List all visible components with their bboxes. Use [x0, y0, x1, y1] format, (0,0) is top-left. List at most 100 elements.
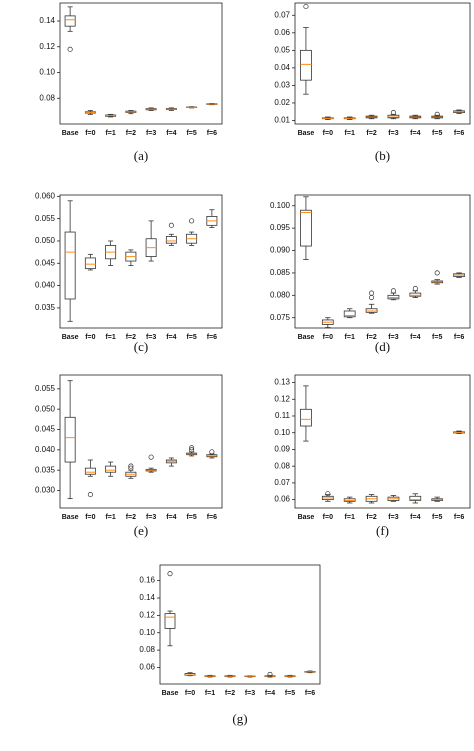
outlier [128, 463, 134, 469]
x-tick-label: f=3 [146, 130, 156, 137]
y-tick-label: 0.08 [274, 461, 290, 470]
y-tick-label: 0.06 [274, 28, 290, 37]
y-tick-label: 0.01 [274, 116, 290, 125]
x-tick-label: f=3 [388, 130, 398, 137]
box [300, 49, 312, 81]
x-tick-label: f=6 [454, 130, 464, 137]
x-tick-label: f=3 [245, 690, 255, 697]
y-tick-label: 0.040 [35, 445, 56, 454]
x-tick-label: f=1 [105, 514, 115, 521]
box [64, 15, 76, 27]
outlier [87, 492, 93, 498]
box [300, 209, 312, 247]
x-tick-label: f=4 [166, 130, 176, 137]
box [300, 408, 312, 427]
box [64, 416, 76, 463]
outlier [168, 222, 174, 228]
y-tick-label: 0.12 [39, 42, 55, 51]
y-tick-label: 0.050 [35, 404, 56, 413]
x-tick-label: f=3 [388, 334, 398, 341]
outlier [148, 454, 154, 460]
plot-frame [294, 2, 471, 125]
outlier [67, 46, 73, 52]
caption: (c) [134, 339, 148, 354]
x-tick-label: f=5 [432, 334, 442, 341]
y-tick-label: 0.06 [139, 663, 155, 672]
box [164, 613, 176, 629]
box [409, 292, 422, 297]
box [409, 495, 422, 501]
x-tick-label: f=0 [185, 690, 195, 697]
x-tick-label: f=4 [166, 514, 176, 521]
x-tick-label: f=4 [166, 334, 176, 341]
outlier [167, 571, 173, 577]
x-tick-label: f=6 [305, 690, 315, 697]
x-tick-label: f=0 [85, 514, 95, 521]
outlier [209, 449, 215, 455]
outlier [189, 447, 195, 453]
caption: (d) [375, 339, 390, 354]
y-tick-label: 0.08 [39, 93, 55, 102]
x-tick-label: f=1 [205, 690, 215, 697]
x-tick-label: f=1 [345, 130, 355, 137]
outlier [369, 290, 375, 296]
x-tick-label: f=5 [186, 130, 196, 137]
y-tick-label: 0.10 [139, 628, 155, 637]
x-tick-label: Base [298, 334, 315, 341]
box [84, 257, 96, 270]
y-tick-label: 0.075 [270, 313, 291, 322]
y-tick-label: 0.09 [274, 445, 290, 454]
box [165, 236, 177, 244]
x-tick-label: f=2 [225, 690, 235, 697]
x-tick-label: f=5 [285, 690, 295, 697]
y-tick-label: 0.06 [274, 495, 290, 504]
x-tick-label: f=5 [186, 514, 196, 521]
x-tick-label: Base [298, 514, 315, 521]
y-tick-label: 0.085 [270, 268, 291, 277]
y-tick-label: 0.10 [39, 68, 55, 77]
outlier [390, 110, 396, 116]
plot-frame [294, 374, 471, 509]
x-tick-label: f=6 [207, 130, 217, 137]
box [105, 465, 117, 473]
x-tick-label: f=6 [207, 514, 217, 521]
outlier [412, 286, 418, 292]
x-tick-label: f=1 [345, 514, 355, 521]
plot-frame [59, 194, 223, 329]
x-tick-label: Base [162, 690, 179, 697]
outlier [390, 288, 396, 294]
y-tick-label: 0.16 [139, 576, 155, 585]
y-tick-label: 0.12 [139, 610, 155, 619]
y-tick-label: 0.07 [274, 10, 290, 19]
y-tick-label: 0.095 [270, 223, 291, 232]
caption: (f) [376, 523, 389, 538]
y-tick-label: 0.14 [139, 593, 155, 602]
caption: (a) [134, 148, 148, 163]
y-tick-label: 0.10 [274, 428, 290, 437]
caption: (e) [134, 523, 148, 538]
y-tick-label: 0.055 [35, 384, 56, 393]
y-tick-label: 0.050 [35, 236, 56, 245]
plot-frame [59, 2, 223, 125]
outlier [189, 445, 195, 451]
y-tick-label: 0.040 [35, 281, 56, 290]
y-tick-label: 0.07 [274, 478, 290, 487]
x-tick-label: f=2 [126, 334, 136, 341]
x-tick-label: Base [62, 514, 79, 521]
outlier [303, 3, 309, 10]
outlier [369, 294, 375, 301]
box [84, 467, 96, 475]
x-tick-label: f=3 [146, 334, 156, 341]
x-tick-label: f=5 [432, 130, 442, 137]
caption: (b) [375, 148, 390, 163]
x-tick-label: f=2 [366, 334, 376, 341]
y-tick-label: 0.12 [274, 394, 290, 403]
x-tick-label: f=1 [105, 334, 115, 341]
y-tick-label: 0.080 [270, 290, 291, 299]
x-tick-label: f=0 [85, 334, 95, 341]
x-tick-label: f=6 [454, 334, 464, 341]
x-tick-label: f=2 [126, 514, 136, 521]
x-tick-label: f=6 [454, 514, 464, 521]
x-tick-label: f=4 [410, 130, 420, 137]
y-tick-label: 0.03 [274, 81, 290, 90]
